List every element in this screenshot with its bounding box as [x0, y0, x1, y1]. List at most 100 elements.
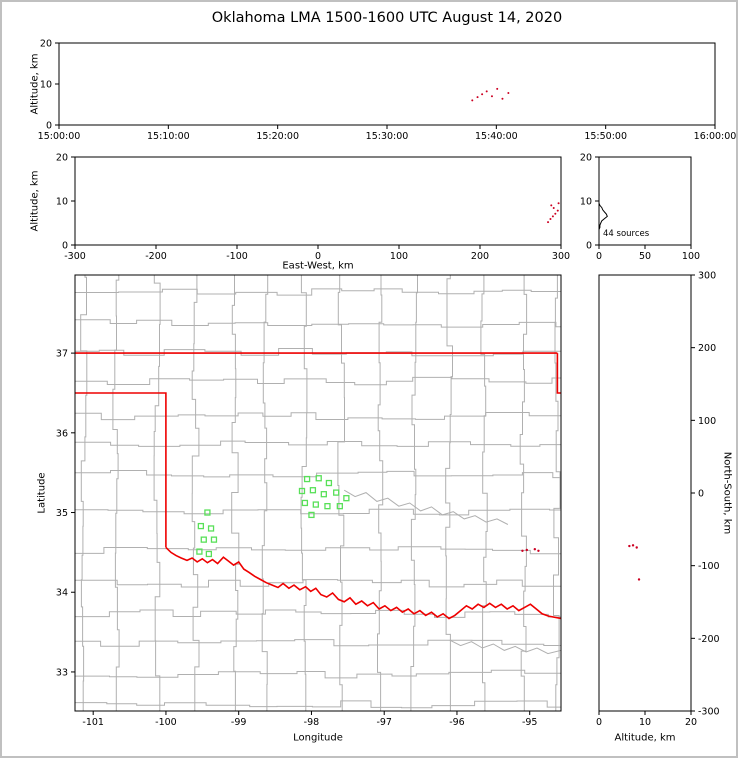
source-point [471, 99, 474, 102]
map-xlabel: Longitude [293, 732, 343, 744]
source-point [537, 549, 540, 552]
tick-label: -200 [145, 251, 167, 262]
sources-count-annotation: 44 sources [603, 229, 650, 239]
lma-station-marker [210, 536, 218, 543]
tick-label: 20 [40, 39, 52, 50]
panel-frame [598, 156, 692, 246]
tick-label: 15:20:00 [256, 131, 299, 142]
tick-label: -95 [522, 717, 538, 728]
source-point [628, 544, 631, 548]
lma-station-marker [315, 475, 322, 482]
tick-label: 200 [698, 343, 716, 354]
tick-label: 20 [56, 153, 68, 164]
source-point [476, 96, 479, 99]
tick-label: 0 [315, 251, 321, 262]
ew-panel-xlabel: East-West, km [282, 260, 354, 272]
ns-panel-ylabel: North-South, km [721, 451, 733, 535]
lma-station-marker [308, 511, 315, 519]
river-line [343, 489, 509, 525]
lma-station-marker [205, 550, 213, 558]
lma-station-marker [320, 491, 327, 498]
lma-station-marker [200, 536, 207, 543]
source-point [631, 544, 635, 547]
tick-label: 15:00:00 [38, 131, 81, 142]
lma-station-marker [343, 495, 350, 502]
lma-station-marker [197, 522, 205, 530]
tick-label: 300 [552, 251, 570, 262]
source-point [554, 212, 557, 215]
tick-label: 0 [62, 241, 68, 252]
altitude-histogram-line [598, 203, 608, 230]
county-boundaries [75, 275, 561, 711]
lma-station-marker [298, 487, 306, 495]
lma-station-marker [204, 509, 211, 516]
panel-frame [58, 42, 716, 126]
histogram-panel: 0 50 100 0 10 20 [580, 153, 700, 263]
tick-label: 20 [685, 717, 697, 728]
source-point [547, 221, 550, 224]
panel-frame [74, 156, 562, 246]
lma-station-marker [336, 503, 343, 510]
tick-label: 100 [698, 416, 716, 427]
tick-label: 15:40:00 [475, 131, 518, 142]
tick-label: 10 [40, 80, 52, 91]
source-point [637, 578, 641, 581]
ew-height-panel: -300 -200 -100 0 100 200 300 0 10 20 [56, 153, 570, 263]
tick-label: 0 [46, 121, 52, 132]
state-border-line [556, 353, 561, 394]
time-panel-ylabel: Altitude, km [29, 53, 41, 115]
source-point [551, 215, 554, 218]
tick-label: -97 [376, 717, 392, 728]
lma-station-marker [303, 475, 311, 483]
tick-label: 15:10:00 [147, 131, 190, 142]
source-point [549, 218, 552, 221]
tick-label: 10 [580, 197, 592, 208]
source-point [481, 93, 484, 96]
tick-label: 10 [56, 197, 68, 208]
lma-station-marker [196, 548, 203, 555]
lma-station-marker [207, 525, 215, 532]
source-point [552, 207, 555, 210]
lma-station-marker [312, 501, 319, 508]
source-point [550, 204, 553, 207]
tick-label: 300 [698, 271, 716, 282]
tick-label: -96 [449, 717, 465, 728]
source-point [496, 87, 499, 90]
map-panel: -101 -100 -99 -98 -97 -96 -95 33 34 35 36 37 [56, 274, 562, 728]
tick-label: -300 [698, 707, 720, 718]
ns-height-panel: 0 10 20-300 -200 -100 0 100 200 300 [596, 271, 720, 729]
tick-label: 33 [56, 667, 68, 678]
tick-label: -300 [64, 251, 86, 262]
tick-label: 35 [56, 508, 68, 519]
ns-panel-xlabel: Altitude, km [614, 732, 676, 744]
map-ylabel: Latitude [36, 472, 48, 514]
tick-label: 0 [698, 489, 704, 500]
source-point [490, 95, 493, 98]
tick-label: 50 [639, 251, 651, 262]
tick-label: -98 [304, 717, 320, 728]
time-height-panel: 15:00:00 15:10:00 15:20:00 15:30:00 15:40:00… [38, 39, 736, 143]
tick-label: 0 [596, 717, 602, 728]
tick-label: -100 [226, 251, 248, 262]
source-point [525, 548, 529, 552]
panel-frame [74, 274, 562, 712]
source-point [485, 90, 488, 93]
ew-panel-ylabel: Altitude, km [29, 170, 41, 232]
source-point [507, 92, 510, 95]
lma-station-marker [324, 503, 331, 510]
tick-label: -101 [82, 717, 104, 728]
source-point [556, 209, 559, 212]
tick-label: 15:30:00 [366, 131, 409, 142]
source-point [501, 97, 504, 100]
source-point [635, 546, 638, 549]
tick-label: 34 [56, 588, 68, 599]
tick-label: 15:50:00 [584, 131, 627, 142]
tick-label: -100 [155, 717, 177, 728]
tick-label: 37 [56, 349, 68, 360]
lma-station-marker [309, 487, 317, 494]
tick-label: 16:00:00 [694, 131, 736, 142]
figure-title: Oklahoma LMA 1500-1600 UTC August 14, 20… [211, 10, 563, 26]
tick-label: 100 [682, 251, 700, 262]
tick-label: -200 [698, 634, 720, 645]
